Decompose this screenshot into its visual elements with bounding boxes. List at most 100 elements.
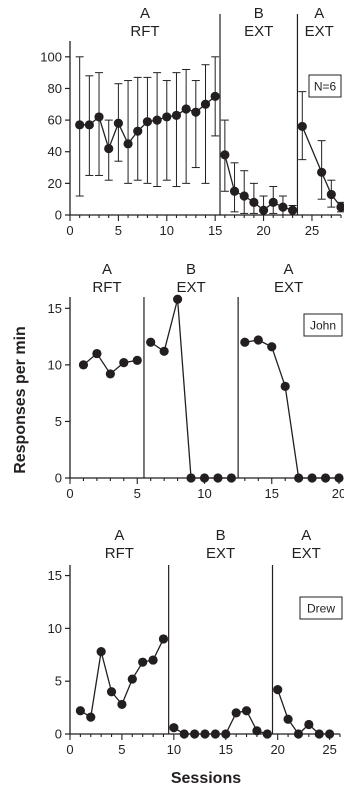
- data-point: [169, 723, 179, 733]
- legend-label: Drew: [307, 602, 335, 616]
- phase-label: EXT: [206, 545, 235, 562]
- data-point: [253, 335, 263, 345]
- y-tick-label: 10: [48, 357, 62, 372]
- data-point: [307, 473, 317, 483]
- x-tick-label: 20: [332, 486, 344, 501]
- phase-label: EXT: [244, 23, 273, 40]
- data-point: [146, 337, 156, 347]
- phase-letter: A: [114, 527, 124, 544]
- data-point: [75, 706, 85, 716]
- phase-letter: A: [140, 5, 150, 22]
- data-point: [78, 360, 89, 370]
- data-point: [280, 381, 290, 391]
- data-point: [127, 674, 137, 684]
- data-point: [142, 117, 153, 127]
- data-point: [86, 712, 96, 722]
- data-point: [334, 473, 344, 483]
- data-point: [293, 729, 304, 739]
- data-point: [213, 473, 223, 483]
- data-point: [278, 202, 288, 212]
- data-point: [104, 143, 114, 154]
- data-point: [186, 473, 196, 483]
- data-point: [317, 167, 327, 177]
- data-point: [210, 729, 220, 739]
- data-point: [221, 729, 231, 739]
- x-tick-label: 25: [305, 223, 319, 238]
- data-point: [239, 191, 249, 201]
- data-point: [119, 358, 129, 368]
- x-tick-label: 0: [66, 223, 73, 238]
- data-point: [179, 729, 189, 739]
- y-tick-label: 5: [55, 674, 62, 689]
- x-tick-label: 5: [118, 742, 125, 757]
- data-point: [240, 337, 250, 347]
- phase-label: RFT: [92, 279, 121, 296]
- y-tick-label: 40: [48, 144, 62, 159]
- data-point: [283, 714, 293, 724]
- x-tick-label: 0: [66, 742, 73, 757]
- x-tick-label: 5: [115, 223, 122, 238]
- legend-box: [303, 313, 343, 337]
- phase-letter: A: [284, 261, 294, 278]
- y-tick-label: 100: [40, 49, 62, 64]
- data-point: [294, 473, 304, 483]
- y-tick-label: 5: [55, 414, 62, 429]
- data-point: [133, 126, 143, 136]
- series-line: [150, 299, 232, 479]
- data-point: [226, 473, 236, 483]
- y-tick-label: 60: [48, 113, 62, 128]
- y-tick-label: 0: [55, 727, 62, 742]
- data-point: [190, 729, 200, 739]
- data-point: [325, 729, 335, 739]
- phase-letter: B: [254, 5, 264, 22]
- data-point: [191, 107, 201, 117]
- x-tick-label: 5: [134, 486, 141, 501]
- data-point: [199, 473, 210, 483]
- series-line: [301, 126, 342, 208]
- data-point: [181, 104, 191, 114]
- data-point: [113, 118, 123, 128]
- legend-box: [308, 74, 342, 98]
- series-line: [244, 339, 339, 479]
- data-point: [200, 729, 210, 739]
- legend-box: [299, 596, 343, 620]
- phase-label: EXT: [176, 279, 205, 296]
- phase-letter: B: [216, 527, 226, 544]
- phase-label: RFT: [105, 545, 134, 562]
- data-point: [220, 150, 230, 160]
- x-tick-label: 15: [208, 223, 222, 238]
- data-point: [304, 719, 314, 730]
- y-tick-label: 20: [48, 176, 62, 191]
- data-point: [268, 197, 278, 207]
- data-point: [241, 706, 252, 716]
- data-point: [173, 294, 183, 304]
- data-point: [262, 729, 272, 739]
- data-point: [132, 355, 142, 365]
- y-tick-label: 80: [48, 81, 62, 96]
- y-axis-title: Responses per min: [12, 326, 29, 474]
- x-tick-label: 10: [167, 742, 181, 757]
- data-point: [123, 139, 133, 149]
- data-point: [84, 120, 94, 130]
- data-point: [75, 120, 85, 130]
- x-tick-label: 0: [66, 486, 73, 501]
- data-point: [171, 110, 182, 120]
- data-point: [267, 342, 277, 352]
- data-point: [92, 348, 102, 359]
- y-tick-label: 0: [55, 208, 62, 223]
- data-point: [94, 112, 104, 122]
- data-point: [314, 729, 324, 739]
- data-point: [336, 202, 344, 212]
- phase-label: EXT: [274, 279, 303, 296]
- y-tick-label: 0: [55, 471, 62, 486]
- data-point: [229, 186, 240, 196]
- data-point: [320, 473, 331, 483]
- data-point: [152, 115, 162, 125]
- data-point: [288, 205, 298, 215]
- phase-letter: A: [314, 5, 324, 22]
- data-point: [326, 189, 336, 200]
- data-point: [210, 91, 220, 101]
- x-tick-label: 20: [256, 223, 270, 238]
- x-tick-label: 25: [322, 742, 336, 757]
